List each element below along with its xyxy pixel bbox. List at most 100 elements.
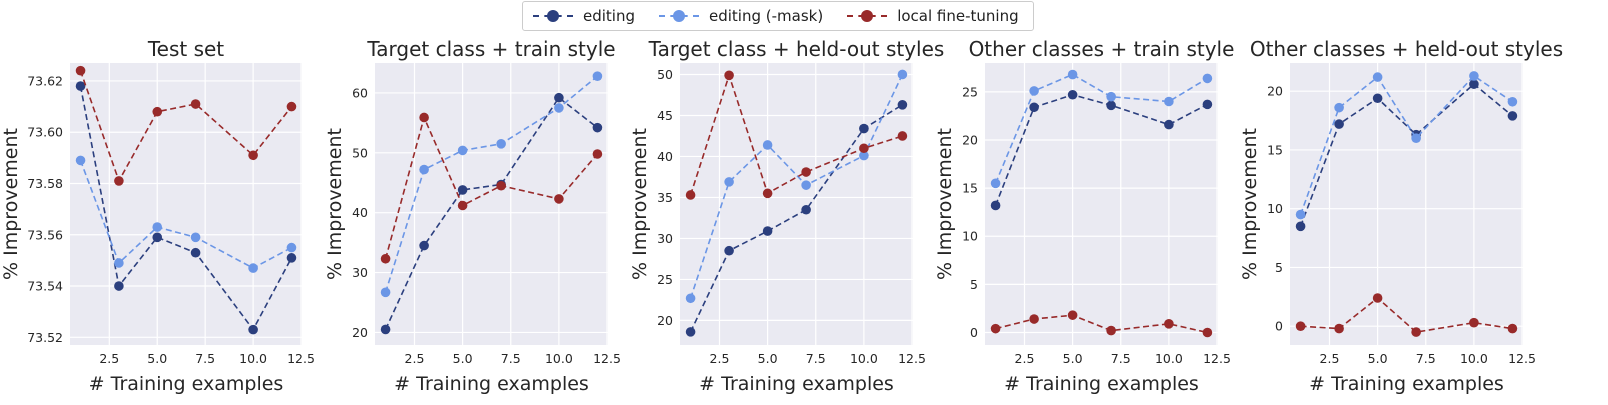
data-point-local-fine-tuning [685,190,696,200]
data-point-local-fine-tuning [190,99,201,109]
x-tick-label: 5.0 [1063,351,1083,366]
y-axis-label: % Improvement [1239,128,1261,280]
data-point-local-fine-tuning [801,167,811,177]
x-tick-label: 10.0 [239,351,267,366]
data-point-local-fine-tuning [1469,317,1479,328]
chart-panel-5: 2.5 5.0 7.5 10.0 12.5 0 5 10 15 20 Other classes +… [1239,37,1563,395]
data-point-local-fine-tuning [762,188,773,199]
data-point-local-fine-tuning [419,112,429,123]
y-axis-label: % Improvement [324,128,346,280]
plot-background [985,63,1218,345]
data-point-editing [1372,93,1383,104]
plot-background [70,63,302,345]
y-axis-label: % Improvement [934,128,956,280]
x-tick-label: 7.5 [806,351,826,366]
chart-panel-1: 2.5 5.0 7.5 10.0 12.5 73.52 73.54 73.56 73.58 73.… [0,37,315,395]
data-point-editing [248,324,258,335]
data-point-local-fine-tuning [114,176,124,186]
legend: editing editing (-mask) local fine-tunin… [522,1,1034,31]
data-point-local-fine-tuning [859,143,869,154]
data-point-editing [554,92,564,103]
data-point-editing-mask [897,69,908,80]
data-point-editing-mask [457,145,468,156]
data-point-editing-mask [1067,69,1078,80]
x-tick-label: 5.0 [758,351,778,366]
data-point-local-fine-tuning [1372,293,1383,303]
data-point-editing [1469,79,1479,89]
legend-item-editing-mask: editing (-mask) [659,7,823,25]
data-point-local-fine-tuning [286,101,297,112]
y-tick-label: 50 [657,67,673,82]
data-point-local-fine-tuning [496,180,506,191]
y-tick-label: 30 [657,231,673,246]
data-point-local-fine-tuning [380,253,391,264]
x-tick-label: 12.5 [1203,351,1231,366]
y-tick-label: 73.58 [27,176,63,191]
legend-marker-editing [533,9,573,23]
data-point-local-fine-tuning [1164,319,1174,329]
data-point-editing-mask [990,178,1001,189]
data-point-local-fine-tuning [1067,310,1078,320]
data-point-editing-mask [114,258,124,268]
y-tick-label: 60 [352,85,368,100]
series-line-editing [1299,83,1513,227]
data-point-editing-mask [1372,72,1383,82]
data-point-local-fine-tuning [1202,327,1213,338]
x-tick-label: 7.5 [195,351,215,366]
x-tick-label: 10.0 [850,351,878,366]
x-tick-label: 7.5 [1416,351,1436,366]
chart-title: Target class + train style [366,37,615,61]
plot-background [375,63,608,345]
y-tick-label: 73.60 [27,125,63,140]
data-point-editing [190,247,201,258]
data-point-local-fine-tuning [592,149,603,159]
data-point-editing [1507,111,1518,121]
data-point-editing [1295,221,1306,232]
legend-marker-editing-mask [659,9,699,23]
series-line-local-fine-tuning [79,70,293,183]
data-point-editing [592,122,603,133]
series-line-editing [384,96,598,330]
x-axis-label: # Training examples [699,373,894,395]
data-point-local-fine-tuning [152,106,163,117]
series-line-local-fine-tuning [995,314,1208,334]
data-point-local-fine-tuning [248,150,258,161]
y-tick-label: 30 [352,265,368,280]
data-point-editing [1067,89,1078,100]
data-point-editing [75,81,86,91]
chart-title: Target class + held-out styles [648,37,945,61]
legend-marker-local-fine-tuning [847,9,888,23]
y-tick-label: 35 [657,190,673,205]
data-point-editing-mask [1029,86,1039,96]
data-point-local-fine-tuning [1334,323,1344,334]
y-tick-label: 15 [1267,142,1283,157]
data-point-editing-mask [75,155,86,166]
data-point-editing-mask [592,71,603,81]
y-tick-label: 40 [352,205,368,220]
y-axis-label: % Improvement [0,128,22,280]
data-point-editing [990,200,1001,211]
data-point-editing-mask [554,103,564,113]
data-point-editing-mask [1507,96,1518,107]
y-tick-label: 40 [657,149,673,164]
y-tick-label: 10 [962,229,978,244]
x-tick-label: 2.5 [1015,351,1035,366]
data-point-editing [724,245,734,256]
data-point-editing-mask [286,242,297,253]
data-point-editing [801,204,811,215]
data-point-editing [1164,119,1174,130]
y-tick-label: 73.52 [27,330,63,345]
data-point-editing [380,324,391,335]
data-point-editing [859,123,869,134]
data-point-editing-mask [762,140,773,150]
x-tick-label: 5.0 [453,351,473,366]
x-axis-label: # Training examples [89,373,284,395]
y-tick-label: 25 [657,272,673,287]
data-point-editing-mask [1106,91,1116,102]
x-tick-label: 10.0 [1155,351,1183,366]
data-point-editing-mask [152,222,163,232]
y-tick-label: 73.62 [27,73,63,88]
x-tick-label: 12.5 [1508,351,1536,366]
data-point-editing-mask [419,164,429,175]
data-point-editing [152,232,163,243]
